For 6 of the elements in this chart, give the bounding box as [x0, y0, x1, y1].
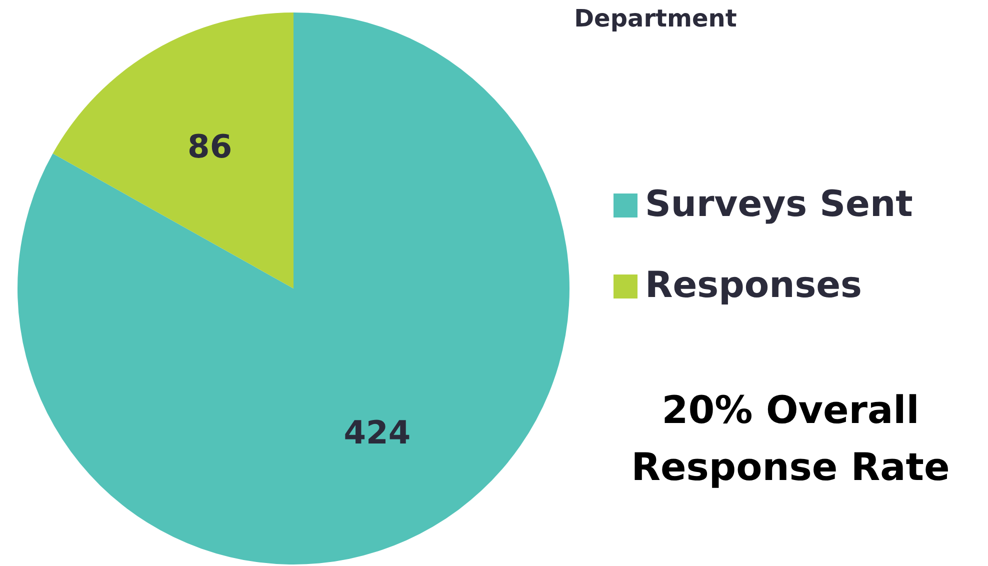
- data-label: 424: [344, 413, 411, 452]
- data-label: 86: [188, 128, 232, 166]
- text: 20% Overall Response Rate: [631, 388, 950, 490]
- chart-title: Department: [574, 4, 737, 32]
- legend-label: Surveys Sent: [645, 184, 913, 225]
- legend-label: Responses: [645, 265, 862, 306]
